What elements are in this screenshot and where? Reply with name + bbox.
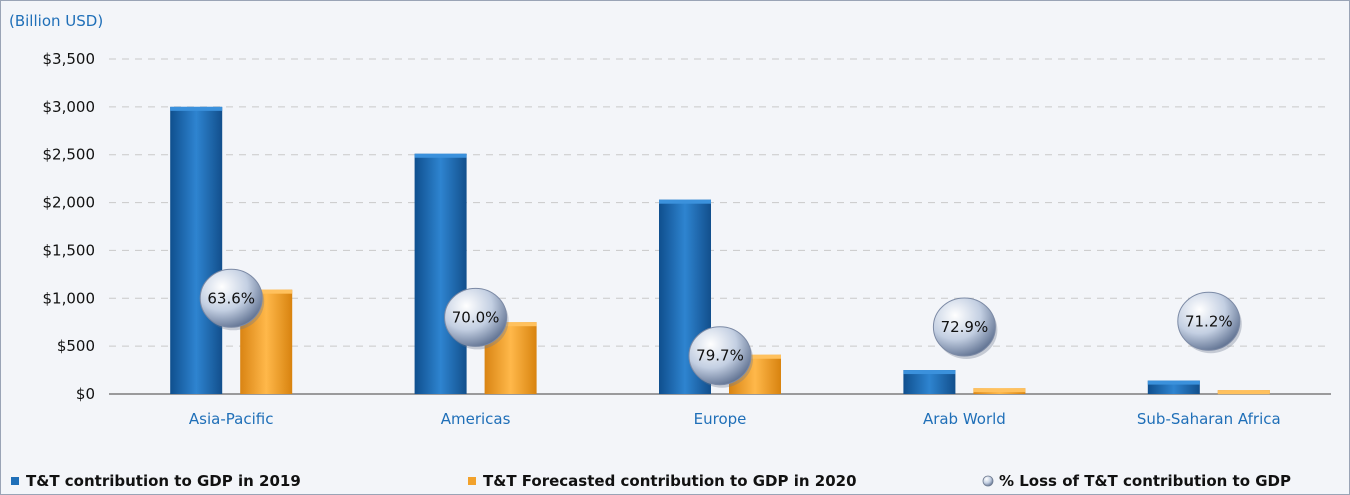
loss-percent-label: 70.0%: [452, 308, 500, 326]
bar-2019: [414, 153, 467, 394]
loss-percent-label: 79.7%: [696, 347, 744, 365]
y-unit-label: (Billion USD): [9, 12, 103, 30]
loss-bubble: [1177, 291, 1241, 351]
y-tick-label: $0: [76, 385, 95, 403]
bar-top-highlight: [170, 106, 223, 111]
y-tick-label: $2,500: [43, 146, 96, 164]
x-category-label: Americas: [441, 410, 511, 428]
loss-bubble: [444, 287, 508, 347]
x-category-label: Europe: [694, 410, 747, 428]
bar-top-highlight: [1217, 390, 1270, 395]
x-category-label: Arab World: [923, 410, 1006, 428]
loss-bubble: [932, 297, 996, 357]
loss-percent-label: 63.6%: [207, 289, 255, 307]
legend-marker: [468, 477, 476, 485]
legend-marker: [11, 477, 19, 485]
legend-marker-bubble: [982, 475, 994, 487]
bar-2019: [170, 106, 223, 394]
loss-percent-label: 71.2%: [1185, 312, 1233, 330]
bar-top-highlight: [973, 388, 1026, 393]
y-tick-label: $1,000: [43, 289, 96, 307]
loss-bubble: [199, 268, 263, 328]
legend-label: T&T Forecasted contribution to GDP in 20…: [483, 472, 857, 490]
y-tick-label: $500: [57, 337, 95, 355]
bar-2019: [903, 370, 956, 394]
bar-top-highlight: [903, 370, 956, 375]
x-category-label: Asia-Pacific: [189, 410, 274, 428]
y-tick-label: $1,500: [43, 241, 96, 259]
legend-item-loss: % Loss of T&T contribution to GDP: [982, 472, 1291, 490]
legend-item-2020: T&T Forecasted contribution to GDP in 20…: [468, 472, 857, 490]
bar-top-highlight: [484, 322, 537, 327]
bar-top-highlight: [1147, 380, 1200, 385]
loss-percent-label: 72.9%: [941, 318, 989, 336]
bar-top-highlight: [414, 153, 467, 158]
x-category-label: Sub-Saharan Africa: [1137, 410, 1281, 428]
legend-label: % Loss of T&T contribution to GDP: [999, 472, 1291, 490]
y-tick-label: $3,500: [43, 50, 96, 68]
bar-top-highlight: [240, 289, 293, 294]
bar-top-highlight: [659, 199, 711, 204]
legend-item-2019: T&T contribution to GDP in 2019: [11, 472, 301, 490]
loss-bubble: [688, 326, 752, 386]
y-tick-label: $3,000: [43, 98, 96, 116]
bar-top-highlight: [729, 354, 781, 359]
y-tick-label: $2,000: [43, 194, 96, 212]
legend-label: T&T contribution to GDP in 2019: [26, 472, 301, 490]
